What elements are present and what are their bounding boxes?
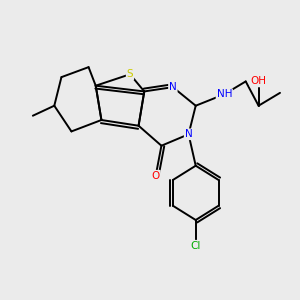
Text: NH: NH — [217, 89, 232, 99]
Text: S: S — [127, 69, 133, 79]
Text: O: O — [152, 171, 160, 181]
Text: Cl: Cl — [190, 241, 201, 251]
Text: N: N — [169, 82, 177, 92]
Text: N: N — [185, 129, 192, 139]
Text: OH: OH — [250, 76, 267, 86]
